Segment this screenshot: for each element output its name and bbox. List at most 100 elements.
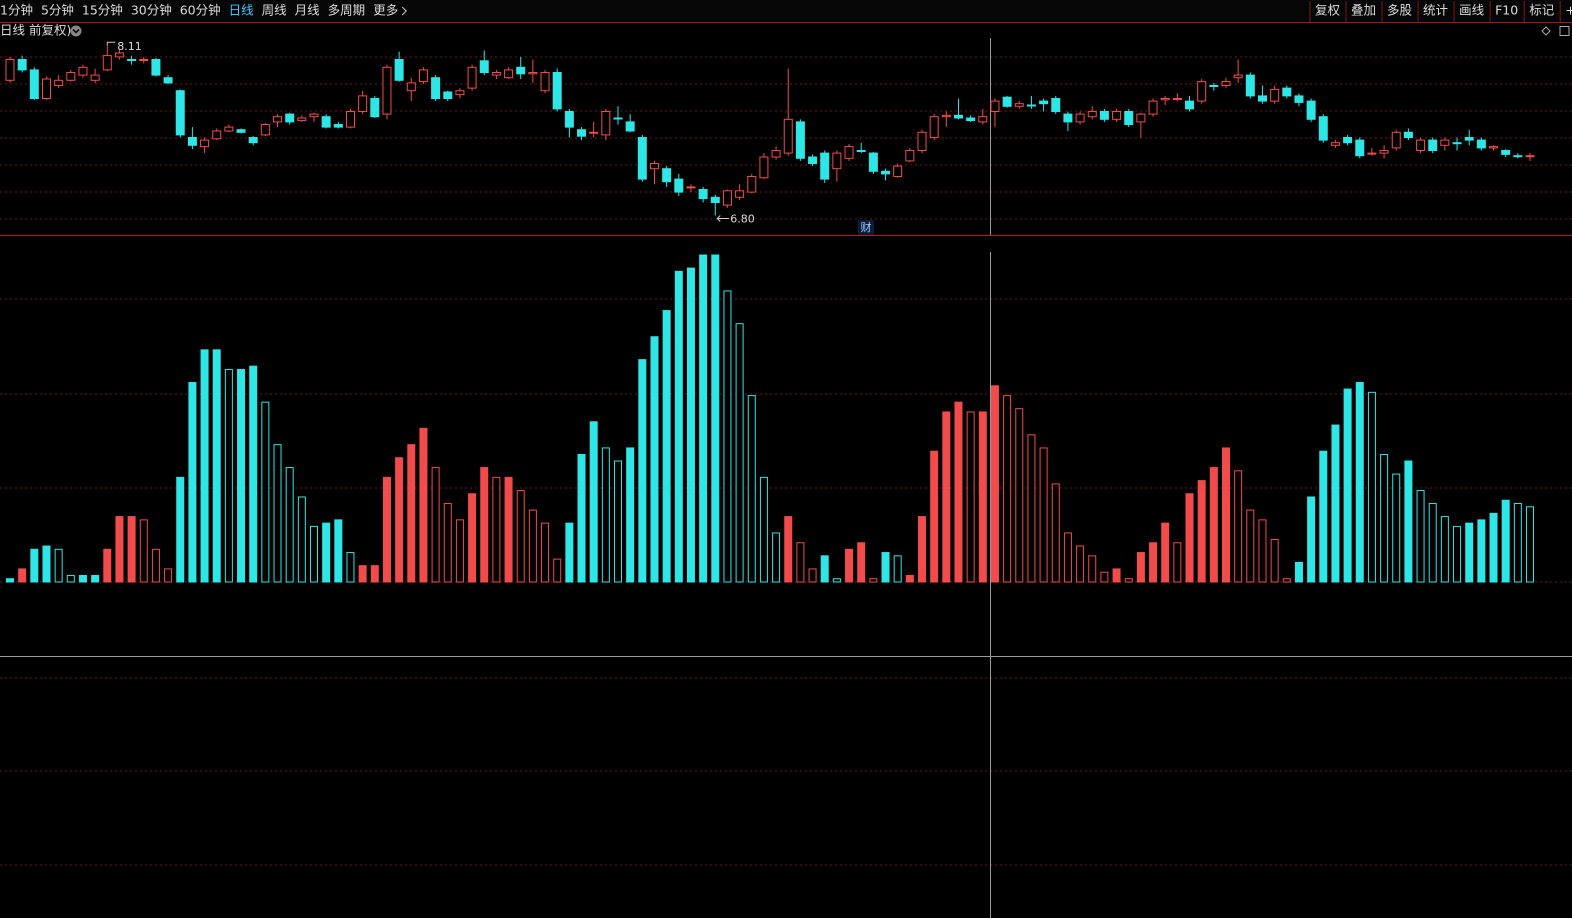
histogram-bar [1185,493,1194,583]
histogram-bar [1416,489,1425,583]
candle-body [966,117,976,122]
candle-body [881,170,891,175]
candle-body [309,113,319,118]
toolbar-button[interactable]: 叠加 [1351,3,1376,18]
histogram-bar [1355,382,1364,583]
dropdown-icon[interactable] [70,25,82,37]
histogram-bar [638,359,647,583]
candle-body [1257,95,1267,102]
toolbar-tab[interactable]: 30分钟 [131,3,172,18]
histogram-bar [1465,522,1474,583]
histogram-bar [905,574,914,583]
toolbar-tab[interactable]: 更多 [373,3,398,18]
histogram-bar [200,349,209,583]
histogram-bar [78,574,87,583]
histogram-bar [443,503,452,583]
histogram-bar [18,568,27,583]
candle-body [358,95,368,113]
histogram-bar [614,460,622,583]
candle-body [479,60,489,73]
histogram-bar [1428,503,1437,583]
histogram-bar [845,548,854,583]
candle-body [1270,88,1280,102]
candle-body [1330,142,1340,146]
candle-body [844,146,854,159]
histogram-bar [553,558,562,583]
candle-body [1221,81,1231,86]
toolbar-tab[interactable]: 15分钟 [82,3,123,18]
window-icon[interactable] [1559,26,1570,36]
toolbar-tab[interactable]: 月线 [295,3,321,18]
toolbar-tab[interactable]: 多周期 [328,3,366,18]
candle-body [187,137,197,146]
toolbar-button[interactable]: F10 [1495,3,1518,18]
toolbar-tab[interactable]: 5分钟 [41,3,74,18]
histogram-bar [1161,522,1170,583]
histogram-bar [1246,509,1255,583]
candle-body [102,55,112,71]
histogram-bar [224,368,233,583]
candle-body [345,111,355,128]
candle-body [382,66,392,115]
histogram-bar [1343,388,1352,583]
candle-body [139,59,149,61]
histogram-bar [930,450,939,583]
candle-body [808,156,818,164]
toolbar-button[interactable]: 画线 [1459,3,1485,18]
candle-body [1026,104,1036,107]
toolbar-button[interactable]: 多股 [1387,3,1413,18]
histogram-bar [1258,519,1267,583]
toolbar-tab[interactable]: 周线 [262,3,288,18]
candle-body [1525,155,1535,158]
histogram-bar [820,555,829,583]
candle-body [1501,150,1511,155]
candle-body [856,150,866,152]
candle-body [1136,113,1146,123]
histogram-bar [127,516,136,583]
toolbar-button[interactable]: 标记 [1529,3,1555,18]
histogram-bar [310,525,318,583]
histogram-bar [492,476,501,583]
candle-body [783,118,793,154]
diamond-icon[interactable] [1541,26,1551,36]
candle-body [722,190,732,206]
histogram-bar [978,411,987,583]
histogram-bar [407,444,416,583]
toolbar-bg [0,0,1572,22]
candle-body [1318,116,1328,141]
toolbar-tab[interactable]: 1分钟 [0,3,33,18]
histogram-bar [1197,480,1206,583]
histogram-bar [1489,512,1498,583]
histogram-bar [42,545,51,583]
toolbar-button[interactable]: +自 [1565,3,1572,18]
candle-body [1197,81,1207,102]
candle-body [735,190,745,198]
histogram-bar [1076,545,1085,583]
histogram-bar [918,516,926,583]
candle-body [321,116,331,128]
histogram-bar [455,519,464,583]
histogram-bar [1404,460,1413,583]
histogram-bar [249,365,258,583]
candle-body [1039,100,1049,105]
toolbar-button[interactable]: 统计 [1423,3,1448,18]
candle-body [151,59,161,76]
candle-body [1440,139,1450,146]
histogram-bar [565,522,574,583]
toolbar-tab[interactable]: 日线 [229,3,255,18]
histogram-bar [1063,532,1072,583]
histogram-bar [1039,447,1048,583]
histogram-bar [1331,424,1340,583]
histogram-bar [115,516,124,583]
candle-body [273,116,283,123]
candle-body [601,111,611,136]
histogram-bar [1513,503,1522,583]
toolbar-tab[interactable]: 60分钟 [180,3,221,18]
toolbar-button[interactable]: 复权 [1315,3,1341,18]
candle-body [625,121,635,132]
histogram-bar [91,574,100,583]
candle-body [212,130,222,140]
candle-body [978,116,988,123]
